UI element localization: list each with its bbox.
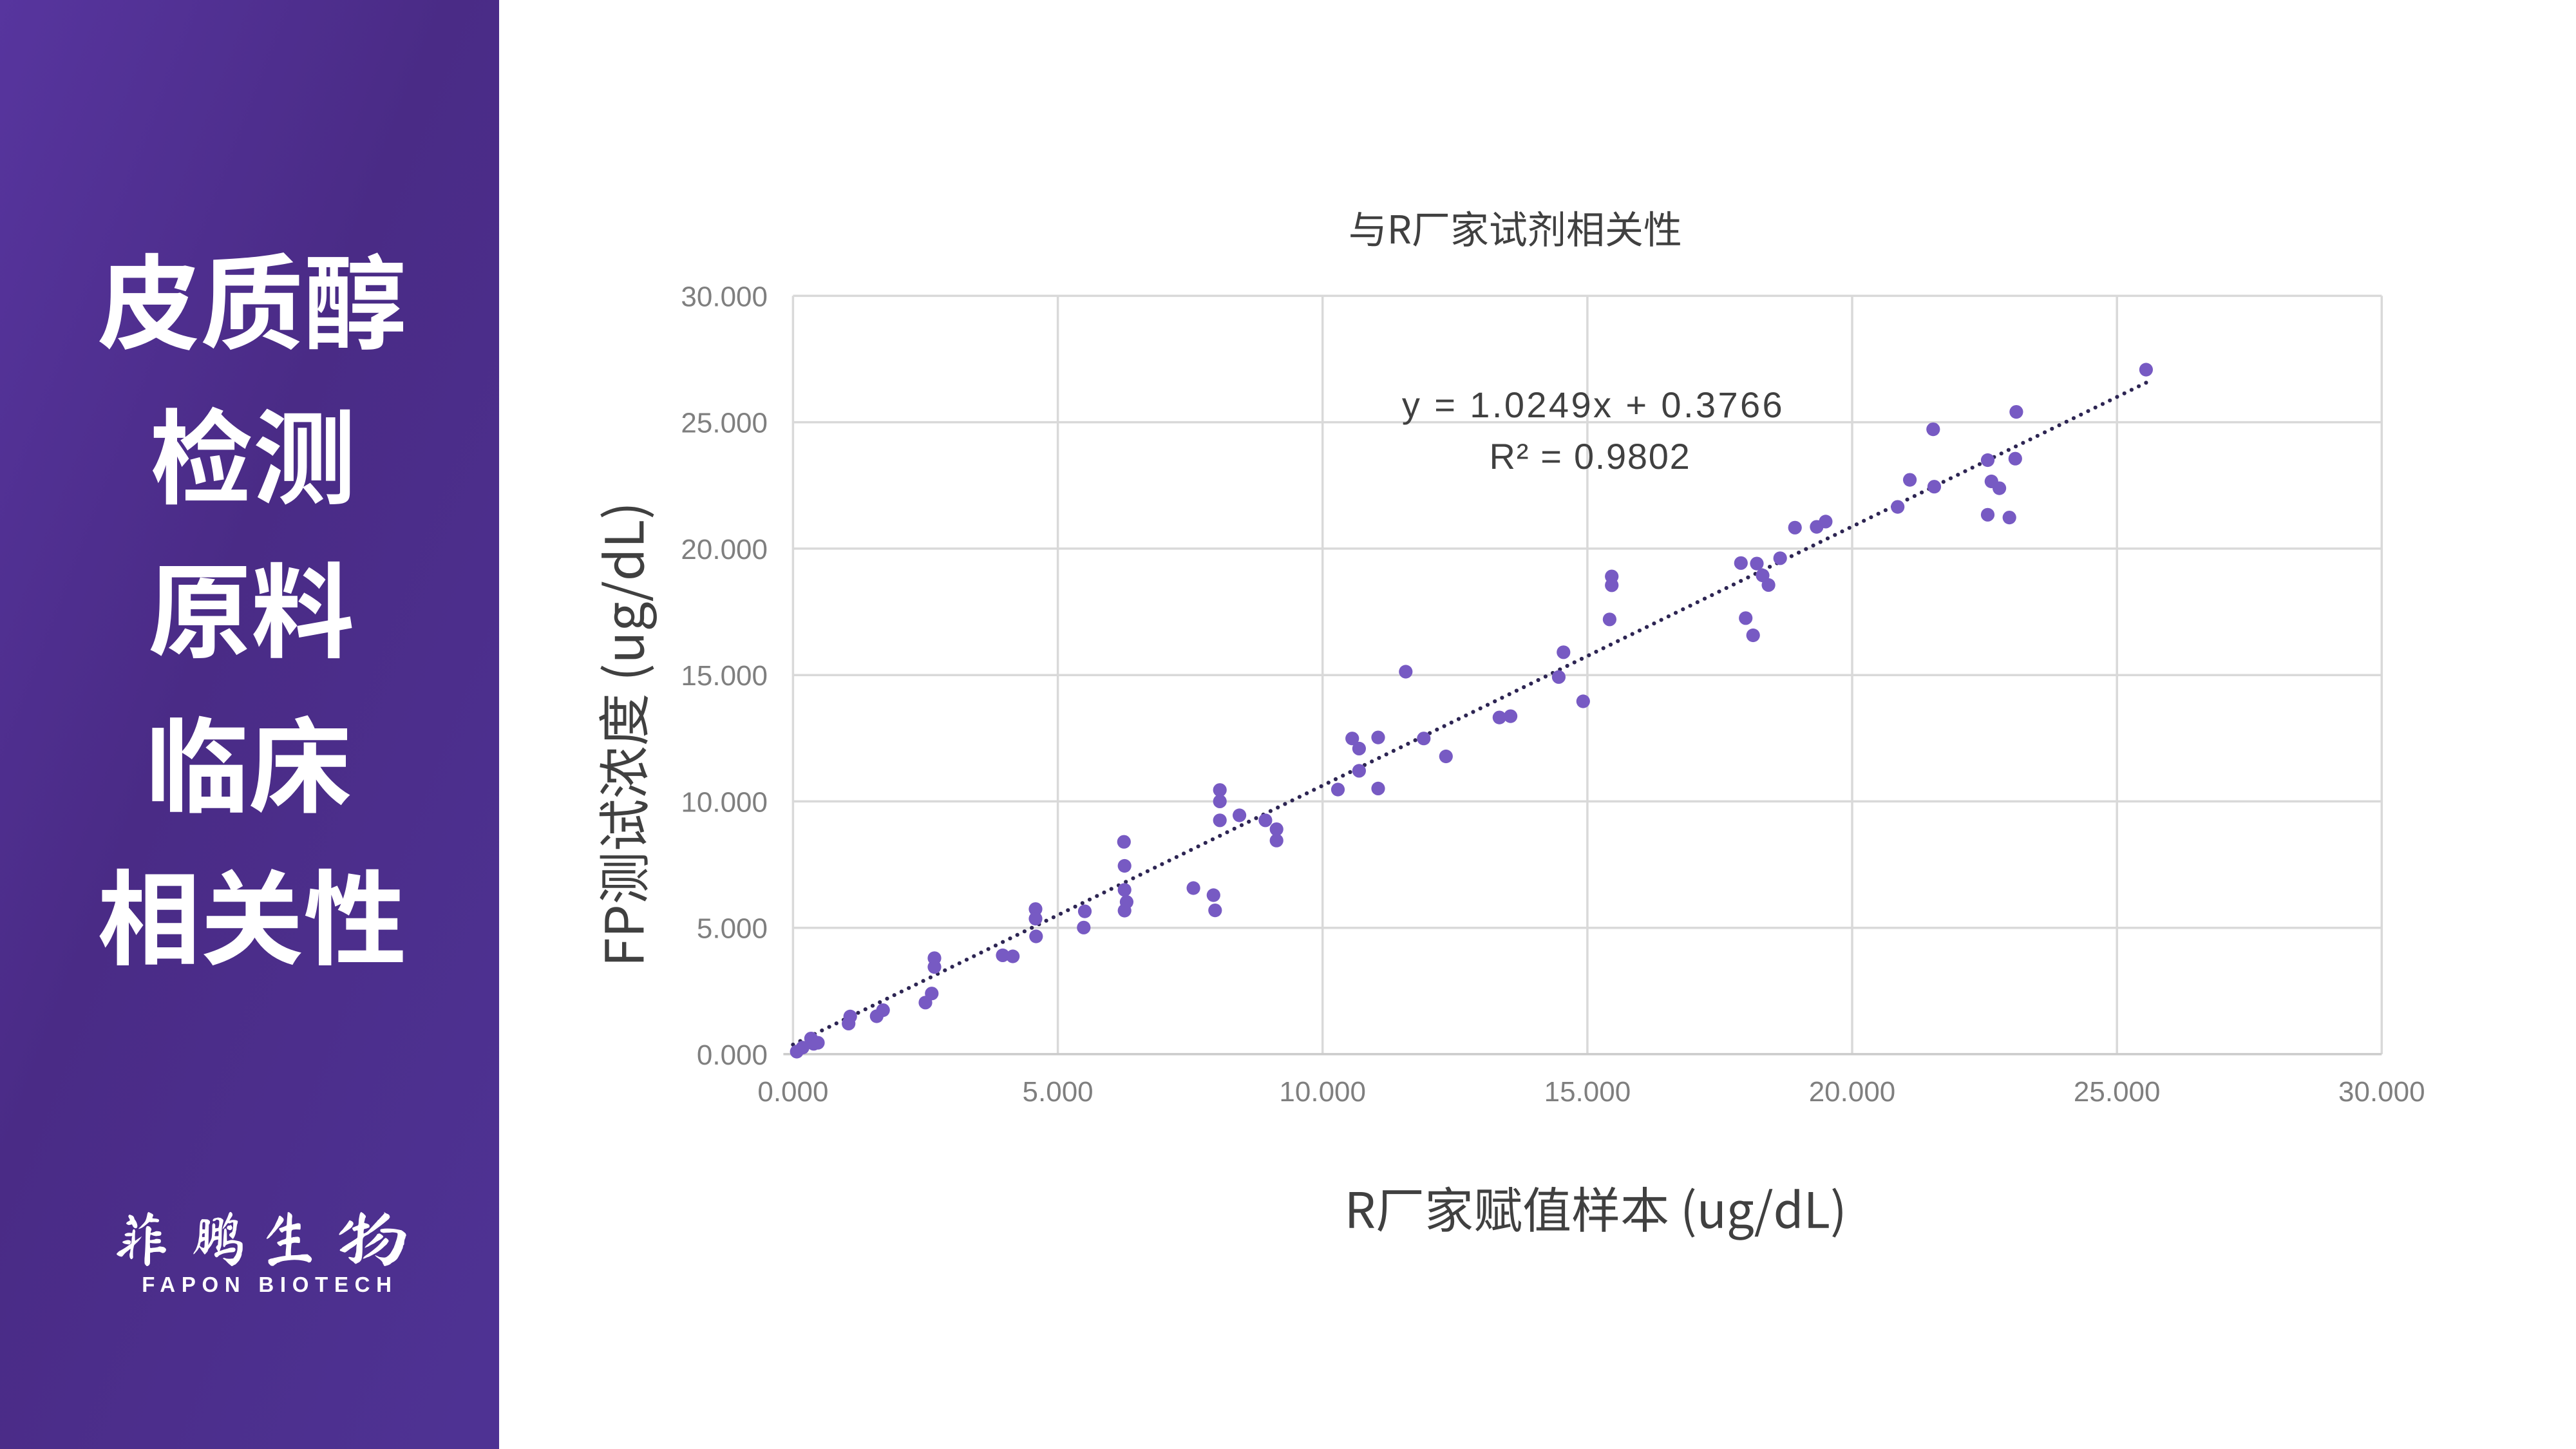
- svg-text:y = 1.0249x + 0.3766: y = 1.0249x + 0.3766: [1402, 384, 1785, 425]
- svg-text:5.000: 5.000: [697, 913, 768, 945]
- svg-text:25.000: 25.000: [2074, 1076, 2161, 1108]
- svg-text:5.000: 5.000: [1023, 1076, 1094, 1108]
- svg-text:20.000: 20.000: [1809, 1076, 1896, 1108]
- svg-text:25.000: 25.000: [681, 408, 768, 439]
- svg-text:30.000: 30.000: [2338, 1076, 2425, 1108]
- svg-text:20.000: 20.000: [681, 534, 768, 565]
- svg-text:30.000: 30.000: [681, 281, 768, 312]
- svg-text:10.000: 10.000: [1279, 1076, 1366, 1108]
- svg-text:0.000: 0.000: [757, 1076, 828, 1108]
- svg-text:0.000: 0.000: [697, 1039, 768, 1071]
- svg-text:15.000: 15.000: [1544, 1076, 1631, 1108]
- svg-text:15.000: 15.000: [681, 660, 768, 692]
- svg-text:10.000: 10.000: [681, 786, 768, 818]
- svg-text:FAPON BIOTECH: FAPON BIOTECH: [142, 1273, 397, 1296]
- svg-text:R² = 0.9802: R² = 0.9802: [1490, 436, 1691, 477]
